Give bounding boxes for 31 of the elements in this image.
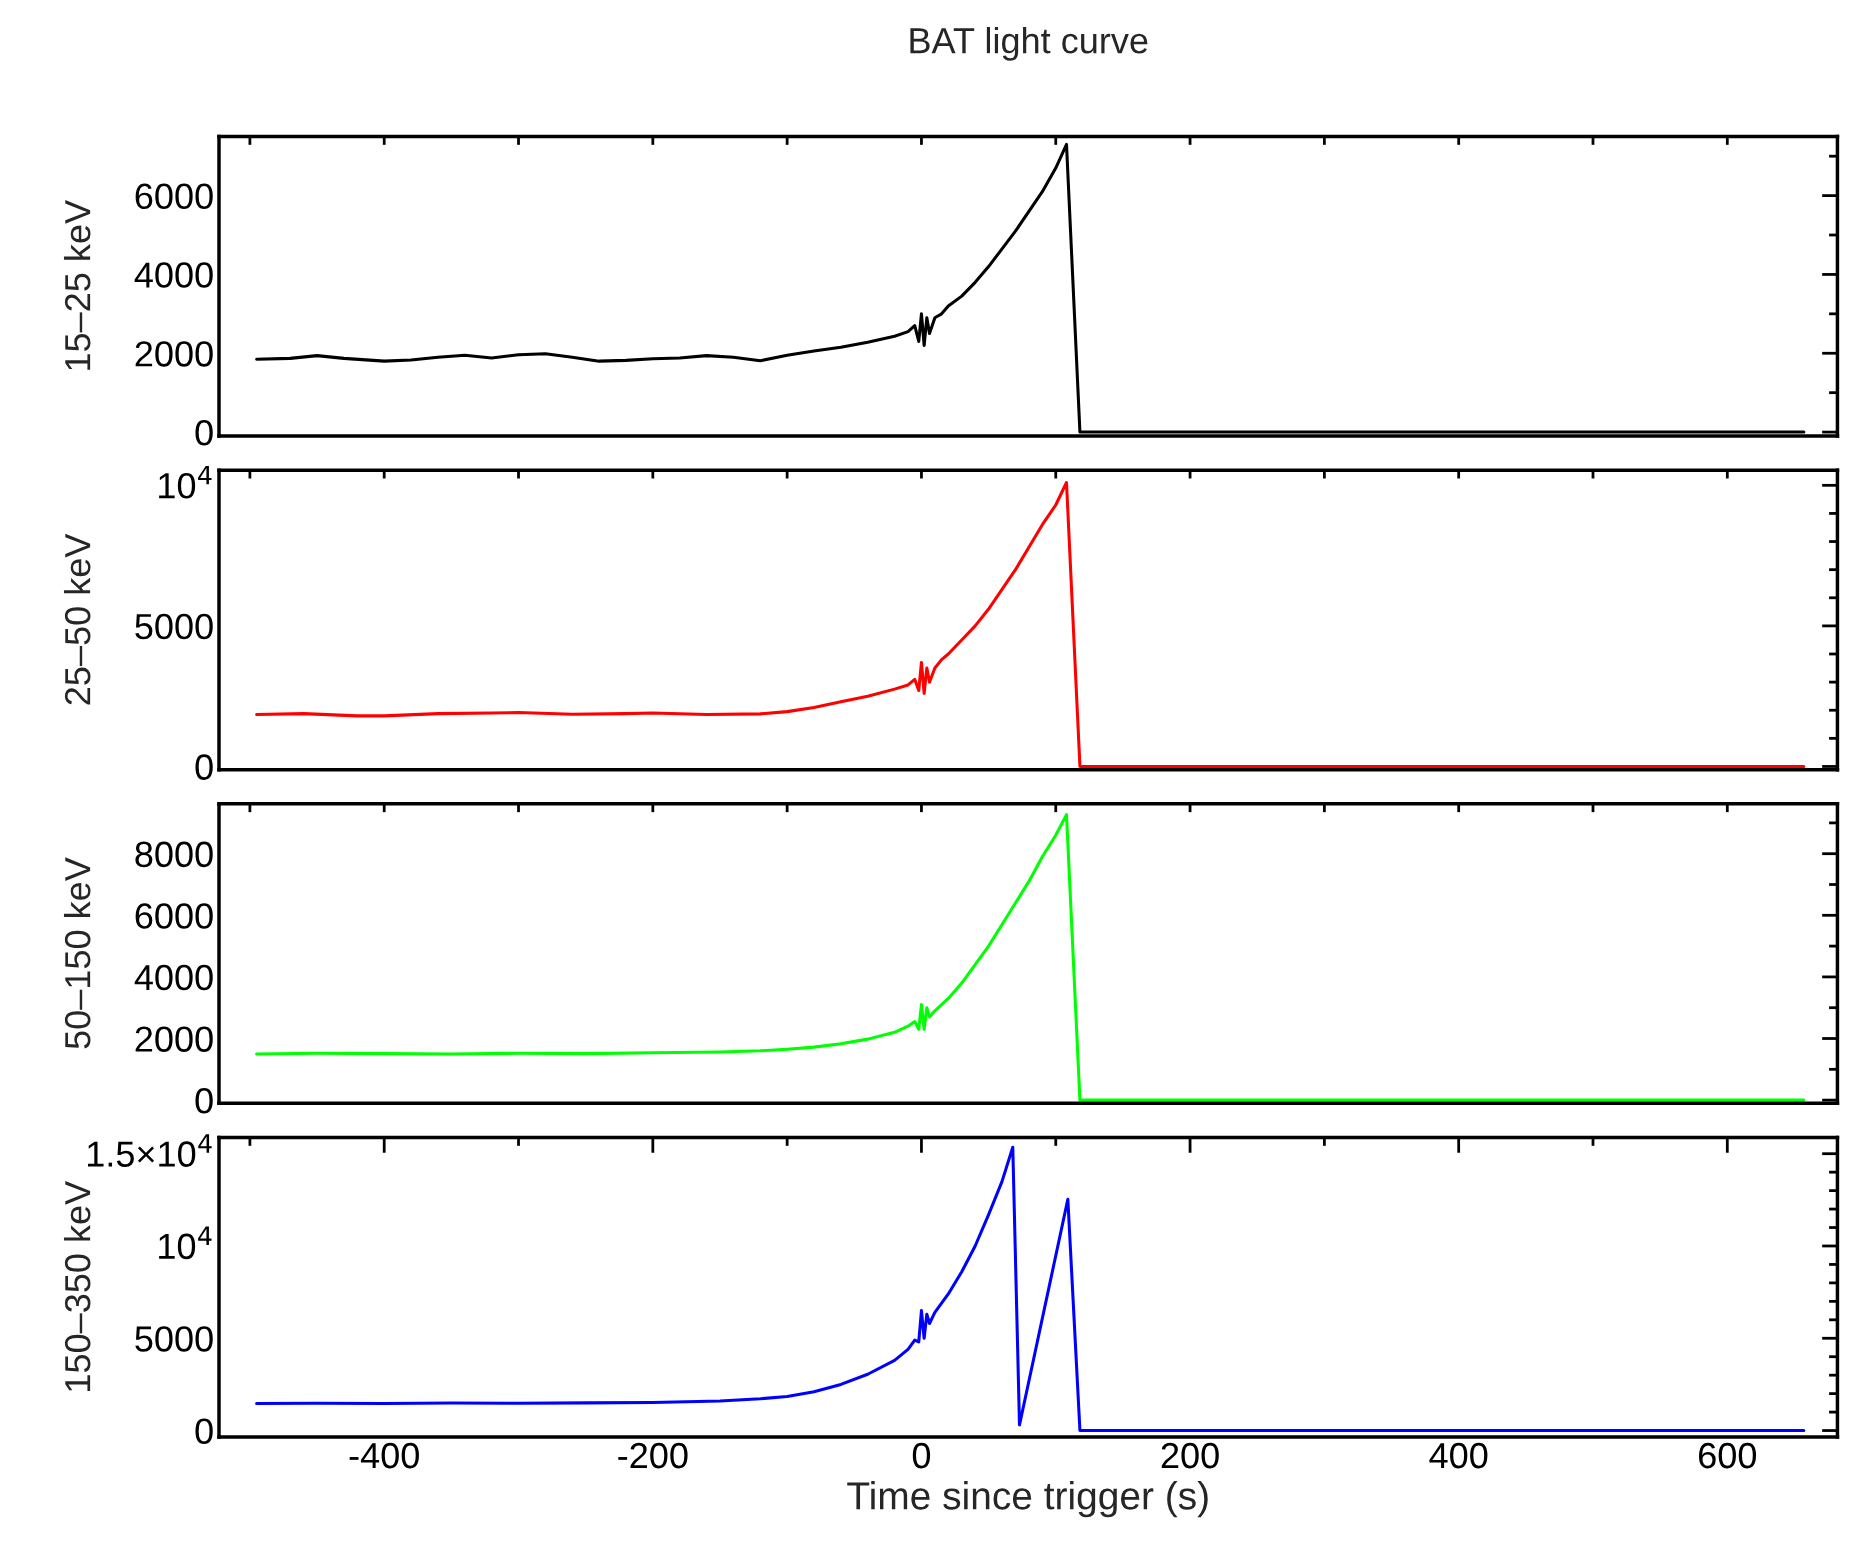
x-tick-label: 400: [1429, 1442, 1488, 1469]
y-tick-label: 1.5×10$^{4}$: [87, 1134, 212, 1167]
y-axis-title: 15–25 keV: [63, 200, 91, 370]
y-tick-label: 10$^{4}$: [159, 465, 212, 499]
y-tick-label: 4000: [134, 262, 213, 288]
y-tick-label: 5000: [135, 613, 213, 640]
y-tick-label: 8000: [135, 841, 213, 868]
y-axis-title: 50–150 keV: [63, 857, 91, 1049]
y-tick-label: 6000: [135, 183, 213, 210]
x-tick-label: 600: [1699, 1442, 1757, 1469]
x-axis-title: Time since trigger (s): [847, 1481, 1208, 1518]
y-tick-label: 0: [195, 419, 213, 446]
y-tick-label: 10$^{4}$: [159, 1226, 212, 1260]
y-tick-label: 2000: [135, 1026, 213, 1052]
y-tick-label: 0: [195, 1418, 213, 1444]
line-series: [255, 480, 1806, 768]
y-tick-label: 4000: [134, 964, 213, 991]
y-tick-label: 0: [195, 1087, 213, 1114]
x-tick-label: -400: [349, 1442, 419, 1469]
chart-title: BAT light curve: [910, 26, 1148, 61]
y-tick-label: 2000: [135, 341, 213, 367]
y-axis-title: 25–50 keV: [63, 533, 91, 705]
y-axis-title: 150–350 keV: [63, 1180, 91, 1391]
y-tick-label: 0: [195, 754, 213, 780]
x-tick-label: 200: [1161, 1442, 1219, 1469]
y-tick-label: 5000: [135, 1326, 213, 1352]
y-tick-label: 6000: [135, 903, 213, 929]
line-series: [255, 813, 1806, 1102]
x-tick-label: 0: [912, 1442, 931, 1469]
line-series: [255, 1145, 1806, 1433]
x-tick-label: -200: [618, 1442, 688, 1469]
